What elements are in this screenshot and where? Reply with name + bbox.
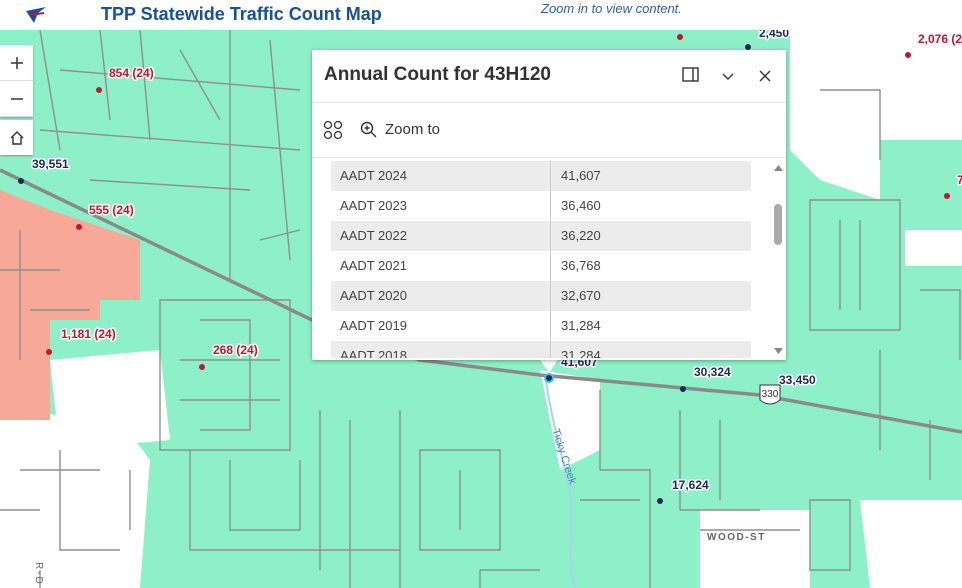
zoom-controls xyxy=(0,45,33,117)
zoom-notice: Zoom in to view content. xyxy=(541,1,682,16)
app-title: TPP Statewide Traffic Count Map xyxy=(101,4,382,24)
table-row: AADT 2021 36,768 xyxy=(331,251,751,281)
field-name: AADT 2019 xyxy=(331,311,551,341)
field-name: AADT 2021 xyxy=(331,251,551,281)
header: TPP Statewide Traffic Count Map Zoom in … xyxy=(0,0,962,30)
count-value: 31,284 xyxy=(561,318,601,333)
table-row: AADT 2024 41,607 xyxy=(331,161,751,191)
more-button[interactable] xyxy=(323,120,343,140)
logo xyxy=(26,7,46,23)
count-value: 36,460 xyxy=(561,198,601,213)
divider xyxy=(312,157,786,158)
field-name: AADT 2020 xyxy=(331,281,551,311)
count-label: 2,076 (2 xyxy=(918,32,962,46)
count-label: 33,450 xyxy=(779,373,816,387)
zoom-to-button[interactable]: Zoom to xyxy=(385,121,441,138)
count-value: 36,768 xyxy=(561,258,601,273)
count-label: 555 (24) xyxy=(89,203,134,217)
street-label: WOOD-ST xyxy=(707,532,766,543)
divider xyxy=(312,102,786,103)
zoom-out[interactable] xyxy=(0,81,33,117)
count-label: 7 xyxy=(957,173,962,187)
count-label: 854 (24) xyxy=(109,66,154,80)
field-name: AADT 2023 xyxy=(331,191,551,221)
street-label: R-D xyxy=(33,562,44,586)
close-button[interactable] xyxy=(758,69,772,83)
count-points xyxy=(18,34,950,504)
popup: Annual Count for 43H120 Zoom to AADT 202… xyxy=(312,50,786,360)
shield-label: 330 xyxy=(762,389,779,400)
dock-button[interactable] xyxy=(682,67,700,83)
count-label: 30,324 xyxy=(694,365,731,379)
count-label: 17,624 xyxy=(672,478,709,492)
count-label: 39,551 xyxy=(32,157,69,171)
count-value: 36,220 xyxy=(561,228,601,243)
count-label: 268 (24) xyxy=(213,343,258,357)
field-name: AADT 2024 xyxy=(331,161,551,191)
table-row: AADT 2023 36,460 xyxy=(331,191,751,221)
scrollbar[interactable] xyxy=(771,161,786,358)
table-row: AADT 2019 31,284 xyxy=(331,311,751,341)
attribute-table: AADT 2024 41,607 AADT 2023 36,460 AADT 2022 3… xyxy=(331,161,751,358)
collapse-button[interactable] xyxy=(721,69,735,83)
table-row: AADT 2022 36,220 xyxy=(331,221,751,251)
count-value: 31,284 xyxy=(561,348,601,358)
popup-pointer xyxy=(539,358,559,373)
popup-title: Annual Count for 43H120 xyxy=(324,64,551,85)
table-row: AADT 2018 31,284 xyxy=(331,341,751,358)
table-row: AADT 2020 32,670 xyxy=(331,281,751,311)
zoom-in[interactable] xyxy=(0,45,33,81)
field-name: AADT 2022 xyxy=(331,221,551,251)
count-value: 32,670 xyxy=(561,288,601,303)
count-value: 41,607 xyxy=(561,168,601,183)
count-label: 2,450 xyxy=(759,30,789,40)
zoom-icon[interactable] xyxy=(360,121,378,139)
route-shield: 330 xyxy=(759,384,781,405)
count-label: 1,181 (24) xyxy=(61,327,116,341)
home-button[interactable] xyxy=(0,120,33,155)
field-name: AADT 2018 xyxy=(331,341,551,358)
